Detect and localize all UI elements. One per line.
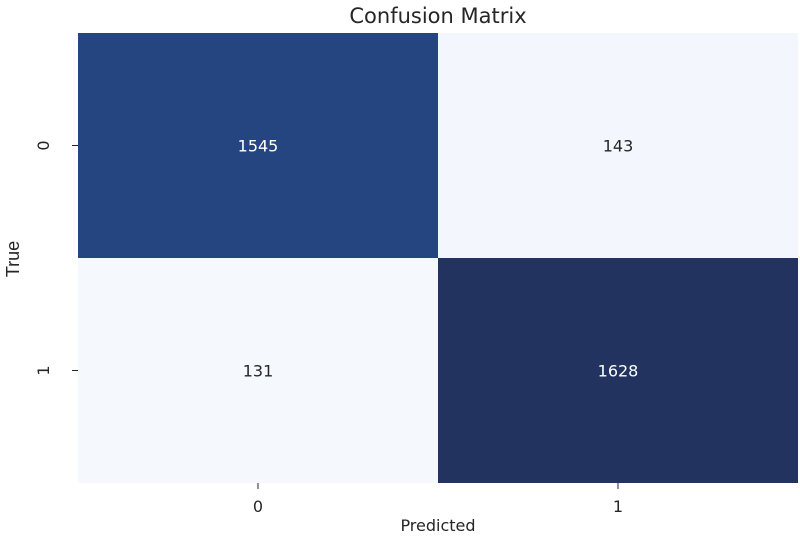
y-tick-label-1: 1 — [34, 365, 53, 375]
x-tick-label-0: 0 — [253, 497, 263, 516]
heatmap-cells: 1545 143 131 1628 — [78, 33, 798, 483]
cell-value-label-1-0: 131 — [243, 362, 274, 381]
cell-value-label-0-0: 1545 — [238, 137, 279, 156]
cell-value-label-1-1: 1628 — [598, 362, 639, 381]
x-axis-label: Predicted — [400, 516, 475, 535]
y-tick-label-0: 0 — [34, 140, 53, 150]
heatmap-cell-0-1 — [438, 33, 798, 258]
heatmap-cell-1-1 — [438, 258, 798, 483]
y-axis-label: True — [3, 241, 23, 277]
y-tick-labels: 01 — [34, 140, 78, 376]
x-tick-label-1: 1 — [613, 497, 623, 516]
heatmap-cell-0-0 — [78, 33, 438, 258]
chart-title: Confusion Matrix — [349, 4, 526, 28]
heatmap-cell-1-0 — [78, 258, 438, 483]
cell-value-label-0-1: 143 — [603, 137, 634, 156]
